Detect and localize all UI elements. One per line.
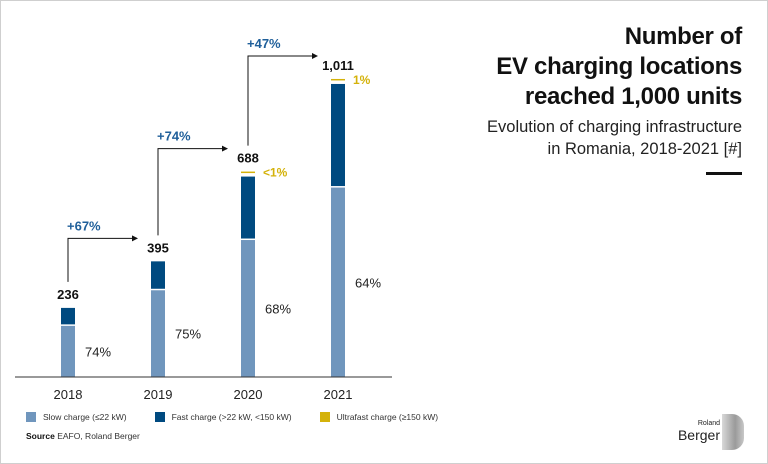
bar-segment-fast <box>331 83 345 187</box>
bar-segment-slow <box>61 325 75 377</box>
legend-swatch-fast <box>154 412 165 422</box>
legend-swatch-ultrafast <box>319 412 330 422</box>
bar-segment-fast <box>241 176 255 239</box>
ultrafast-share-label: <1% <box>263 166 288 180</box>
slow-share-label: 68% <box>265 302 291 317</box>
legend-swatch-slow <box>26 412 36 422</box>
legend-item-fast: Fast charge (>22 kW, <150 kW) <box>154 412 292 422</box>
title-line: Number of <box>624 23 743 50</box>
legend-item-ultrafast: Ultrafast charge (≥150 kW) <box>319 412 439 422</box>
roland-berger-logo: Roland Berger <box>668 412 744 452</box>
slow-share-label: 74% <box>85 344 111 359</box>
logo-b-mark <box>722 414 744 450</box>
subtitle-line: Evolution of charging infrastructure <box>487 118 742 136</box>
bar-segment-fast <box>61 307 75 325</box>
slow-share-label: 64% <box>355 275 381 290</box>
source-text: EAFO, Roland Berger <box>54 431 140 441</box>
logo-text-small: Roland <box>697 420 720 427</box>
total-label: 395 <box>147 240 169 255</box>
growth-arrow <box>247 52 318 146</box>
growth-label: +67% <box>67 218 101 233</box>
bar-segment-slow <box>151 290 165 377</box>
title-rule <box>706 172 742 175</box>
total-label: 236 <box>57 287 79 302</box>
source-label: Source <box>26 431 55 441</box>
subtitle-line: in Romania, 2018-2021 [#] <box>547 140 742 158</box>
legend-label: Fast charge (>22 kW, <150 kW) <box>171 412 292 422</box>
bar-segment-slow <box>241 240 255 377</box>
bar-segment-slow <box>331 187 345 377</box>
bar-segment-ultrafast <box>331 78 345 81</box>
growth-arrow <box>67 235 138 282</box>
legend-item-slow: Slow charge (≤22 kW) <box>26 412 127 422</box>
growth-arrow <box>157 145 228 236</box>
source-note: Source EAFO, Roland Berger <box>26 431 140 441</box>
growth-label: +74% <box>157 129 191 144</box>
subtitle: Evolution of charging infrastructure in … <box>487 116 742 160</box>
x-tick-label: 2018 <box>54 387 83 402</box>
x-tick-label: 2021 <box>324 387 353 402</box>
ultrafast-share-label: 1% <box>353 73 371 87</box>
x-tick-label: 2019 <box>144 387 173 402</box>
total-label: 1,011 <box>322 58 354 73</box>
growth-label: +47% <box>247 36 281 51</box>
legend: Slow charge (≤22 kW) Fast charge (>22 kW… <box>26 412 466 422</box>
total-label: 688 <box>237 151 259 166</box>
legend-label: Ultrafast charge (≥150 kW) <box>336 412 439 422</box>
logo-text-big: Berger <box>677 427 720 443</box>
bar-segment-ultrafast <box>241 171 255 174</box>
page-title: Number of EV charging locations reached … <box>496 22 742 112</box>
title-line: reached 1,000 units <box>524 83 742 110</box>
title-line: EV charging locations <box>496 53 742 80</box>
bar-segment-fast <box>151 261 165 289</box>
legend-label: Slow charge (≤22 kW) <box>43 412 127 422</box>
x-tick-label: 2020 <box>234 387 263 402</box>
slow-share-label: 75% <box>175 327 201 342</box>
